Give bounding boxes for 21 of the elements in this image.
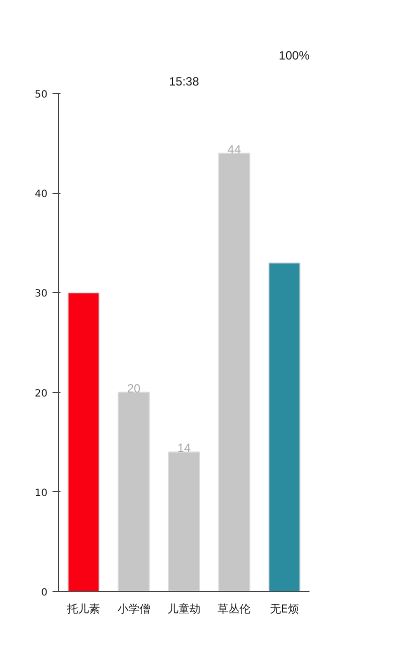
y-tick-label: 0 [41,588,48,598]
bar [168,452,200,592]
y-tick-label: 20 [34,388,48,400]
x-tick-label: 托儿素 [66,602,100,616]
bar [218,152,250,592]
y-tick-label: 30 [34,288,48,300]
text: 100% [278,48,310,62]
y-tick-label: 50 [34,90,48,100]
y-tick-label: 40 [34,189,48,200]
text: 15:38 [168,74,200,88]
x-tick-label: 小学僧 [117,602,150,616]
data-label: 44 [228,142,242,156]
bar [118,392,150,592]
x-tick-label: 无E烦 [270,602,299,616]
x-tick-label: 草丛伦 [218,602,251,616]
bar [68,292,100,592]
data-label: 14 [177,441,191,456]
bar [268,262,300,592]
x-tick-label: 儿童劫 [168,602,200,616]
y-tick-label: 10 [34,488,48,499]
data-label: 20 [127,381,141,396]
